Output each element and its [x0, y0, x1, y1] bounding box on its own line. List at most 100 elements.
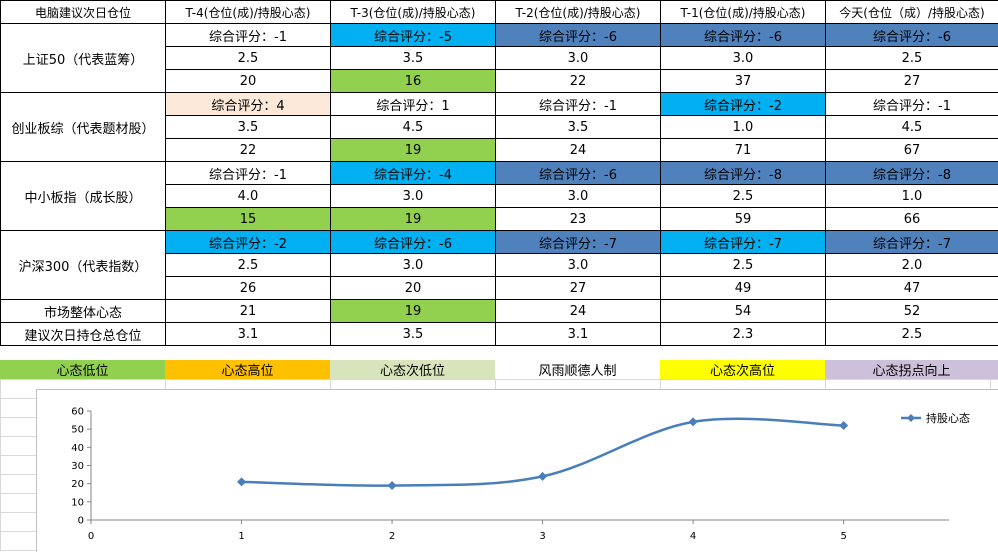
y-tick-label: 0	[78, 516, 84, 527]
header-cell-today: 今天(仓位（成）/持股心态)	[826, 1, 998, 24]
legend-item: 心态低位	[0, 360, 165, 379]
score-cell: 综合评分：-6	[496, 24, 661, 47]
score-cell: 综合评分：-1	[496, 93, 661, 116]
table-row: 上证50（代表蓝筹） 综合评分：-1 综合评分：-5 综合评分：-6 综合评分：…	[1, 24, 998, 47]
mood-cell: 24	[496, 139, 661, 162]
score-cell: 综合评分：-7	[826, 231, 998, 254]
position-cell: 3.0	[331, 254, 496, 277]
mood-cell: 26	[166, 277, 331, 300]
mood-cell: 37	[661, 70, 826, 93]
mood-cell: 59	[661, 208, 826, 231]
y-tick-label: 50	[71, 425, 84, 436]
mood-cell: 27	[496, 277, 661, 300]
legend-item: 心态高位	[165, 360, 330, 379]
position-cell: 3.0	[496, 254, 661, 277]
score-cell: 综合评分：-1	[826, 93, 998, 116]
mood-cell: 15	[166, 208, 331, 231]
score-cell: 综合评分：-6	[661, 24, 826, 47]
position-cell: 1.0	[661, 116, 826, 139]
position-cell: 3.5	[166, 116, 331, 139]
data-point	[538, 472, 547, 481]
header-cell-t2: T-2(仓位(成)/持股心态)	[496, 1, 661, 24]
score-cell: 综合评分：-4	[331, 162, 496, 185]
market-cell: 52	[826, 300, 998, 323]
table-row: 中小板指（成长股） 综合评分：-1 综合评分：-4 综合评分：-6 综合评分：-…	[1, 162, 998, 185]
position-cell: 4.0	[166, 185, 331, 208]
mood-cell: 49	[661, 277, 826, 300]
score-cell: 综合评分：-2	[166, 231, 331, 254]
mood-cell: 22	[496, 70, 661, 93]
mood-cell: 19	[331, 208, 496, 231]
advice-cell: 3.1	[496, 323, 661, 346]
position-cell: 2.5	[166, 47, 331, 70]
mood-cell: 71	[661, 139, 826, 162]
x-tick-label: 2	[389, 531, 395, 542]
position-cell: 3.0	[496, 47, 661, 70]
row-label: 中小板指（成长股）	[1, 162, 166, 231]
row-label: 沪深300（代表指数）	[1, 231, 166, 300]
position-cell: 2.5	[826, 47, 998, 70]
mood-cell: 47	[826, 277, 998, 300]
header-cell-t4: T-4(仓位(成)/持股心态)	[166, 1, 331, 24]
score-cell: 综合评分：-7	[661, 231, 826, 254]
advice-row: 建议次日持仓总仓位 3.1 3.5 3.1 2.3 2.5	[1, 323, 998, 346]
score-cell: 综合评分：-6	[826, 24, 998, 47]
header-cell-label: 电脑建议次日仓位	[1, 1, 166, 24]
mood-cell: 22	[166, 139, 331, 162]
position-cell: 3.5	[331, 47, 496, 70]
x-tick-label: 3	[539, 531, 545, 542]
legend-item: 心态次高位	[660, 360, 825, 379]
data-point	[689, 417, 698, 426]
table-row: 创业板综（代表题材股） 综合评分：4 综合评分：1 综合评分：-1 综合评分：-…	[1, 93, 998, 116]
header-cell-t1: T-1(仓位(成)/持股心态)	[661, 1, 826, 24]
score-cell: 综合评分：-6	[331, 231, 496, 254]
x-tick-label: 0	[88, 531, 94, 542]
market-cell: 19	[331, 300, 496, 323]
market-cell: 21	[166, 300, 331, 323]
legend-row: 心态低位 心态高位 心态次低位 风雨顺德人制 心态次高位 心态拐点向上	[0, 360, 998, 379]
y-tick-label: 30	[71, 461, 84, 472]
x-tick-label: 1	[238, 531, 244, 542]
mood-cell: 67	[826, 139, 998, 162]
score-cell: 综合评分：-1	[166, 162, 331, 185]
y-tick-label: 40	[71, 443, 84, 454]
advice-cell: 2.5	[826, 323, 998, 346]
position-cell: 4.5	[331, 116, 496, 139]
y-tick-label: 20	[71, 479, 84, 490]
score-cell: 综合评分：-8	[661, 162, 826, 185]
stock-sentiment-table: 电脑建议次日仓位 T-4(仓位(成)/持股心态) T-3(仓位(成)/持股心态)…	[0, 0, 998, 346]
data-point	[237, 477, 246, 486]
mood-cell: 66	[826, 208, 998, 231]
legend-item: 风雨顺德人制	[495, 360, 660, 379]
legend-item: 心态次低位	[330, 360, 495, 379]
score-cell: 综合评分：-8	[826, 162, 998, 185]
x-tick-label: 5	[840, 531, 846, 542]
mood-cell: 16	[331, 70, 496, 93]
position-cell: 2.5	[166, 254, 331, 277]
row-label: 上证50（代表蓝筹）	[1, 24, 166, 93]
position-cell: 3.0	[331, 185, 496, 208]
position-cell: 4.5	[826, 116, 998, 139]
table-row: 沪深300（代表指数） 综合评分：-2 综合评分：-6 综合评分：-7 综合评分…	[1, 231, 998, 254]
market-row: 市场整体心态 21 19 24 54 52	[1, 300, 998, 323]
data-point	[388, 481, 397, 490]
color-legend: 心态低位 心态高位 心态次低位 风雨顺德人制 心态次高位 心态拐点向上	[0, 360, 998, 379]
header-row: 电脑建议次日仓位 T-4(仓位(成)/持股心态) T-3(仓位(成)/持股心态)…	[1, 1, 998, 24]
advice-cell: 3.1	[166, 323, 331, 346]
position-cell: 3.5	[496, 116, 661, 139]
legend-label: 持股心态	[926, 411, 970, 425]
score-cell: 综合评分：-1	[166, 24, 331, 47]
market-cell: 54	[661, 300, 826, 323]
score-cell: 综合评分：-6	[496, 162, 661, 185]
position-cell: 1.0	[826, 185, 998, 208]
market-cell: 24	[496, 300, 661, 323]
position-cell: 2.5	[661, 254, 826, 277]
y-tick-label: 60	[71, 407, 84, 418]
legend-marker	[907, 414, 915, 422]
row-label: 创业板综（代表题材股）	[1, 93, 166, 162]
row-label: 市场整体心态	[1, 300, 166, 323]
score-cell: 综合评分：-5	[331, 24, 496, 47]
score-cell: 综合评分：1	[331, 93, 496, 116]
